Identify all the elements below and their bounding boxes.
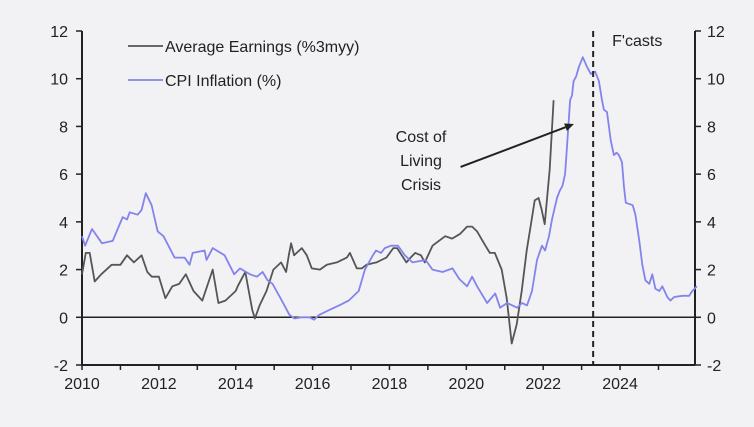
y-tick-label-right: -2 [707,358,721,375]
y-tick-label-right: 4 [707,215,716,232]
y-tick-label-left: 12 [50,24,68,41]
annotation-arrowhead [564,123,574,131]
forecast-marker: F'casts [592,31,662,365]
legend: Average Earnings (%3myy) CPI Inflation (… [128,39,359,90]
y-tick-label-right: 12 [707,24,725,41]
x-tick-label: 2012 [141,376,177,393]
annotation-line-2: Living [400,153,442,170]
y-tick-label-left: 2 [59,263,68,280]
axes: -2 -2 0 0 2 2 4 4 6 6 8 8 10 10 12 12 2010 2012 2014 2016 20… [50,24,725,393]
series-layer [81,56,698,345]
annotation-line-3: Crisis [401,177,441,194]
x-tick-label: 2018 [372,376,408,393]
y-tick-label-left: 4 [59,215,68,232]
y-tick-label-left: -2 [54,358,68,375]
y-tick-label-right: 2 [707,263,716,280]
annotation-arrow [460,126,566,168]
x-tick-label: 2010 [64,376,100,393]
x-tick-label: 2022 [525,376,561,393]
series-line-average-earnings [81,100,555,345]
annotation-cost-of-living: Cost of Living Crisis [396,123,574,194]
annotation-line-1: Cost of [396,129,447,146]
x-tick-label: 2016 [295,376,331,393]
legend-label-average-earnings: Average Earnings (%3myy) [165,39,359,56]
y-tick-label-left: 0 [59,310,68,327]
x-tick-label: 2014 [218,376,254,393]
y-tick-label-right: 10 [707,72,725,89]
y-tick-label-left: 10 [50,72,68,89]
y-tick-label-left: 8 [59,119,68,136]
y-tick-label-right: 0 [707,310,716,327]
y-tick-label-right: 8 [707,119,716,136]
legend-label-cpi-inflation: CPI Inflation (%) [165,73,281,90]
x-tick-label: 2024 [602,376,638,393]
y-tick-label-right: 6 [707,167,716,184]
y-tick-label-left: 6 [59,167,68,184]
x-tick-label: 2020 [449,376,485,393]
series-line-cpi-inflation [81,56,698,321]
forecast-label: F'casts [612,33,662,50]
